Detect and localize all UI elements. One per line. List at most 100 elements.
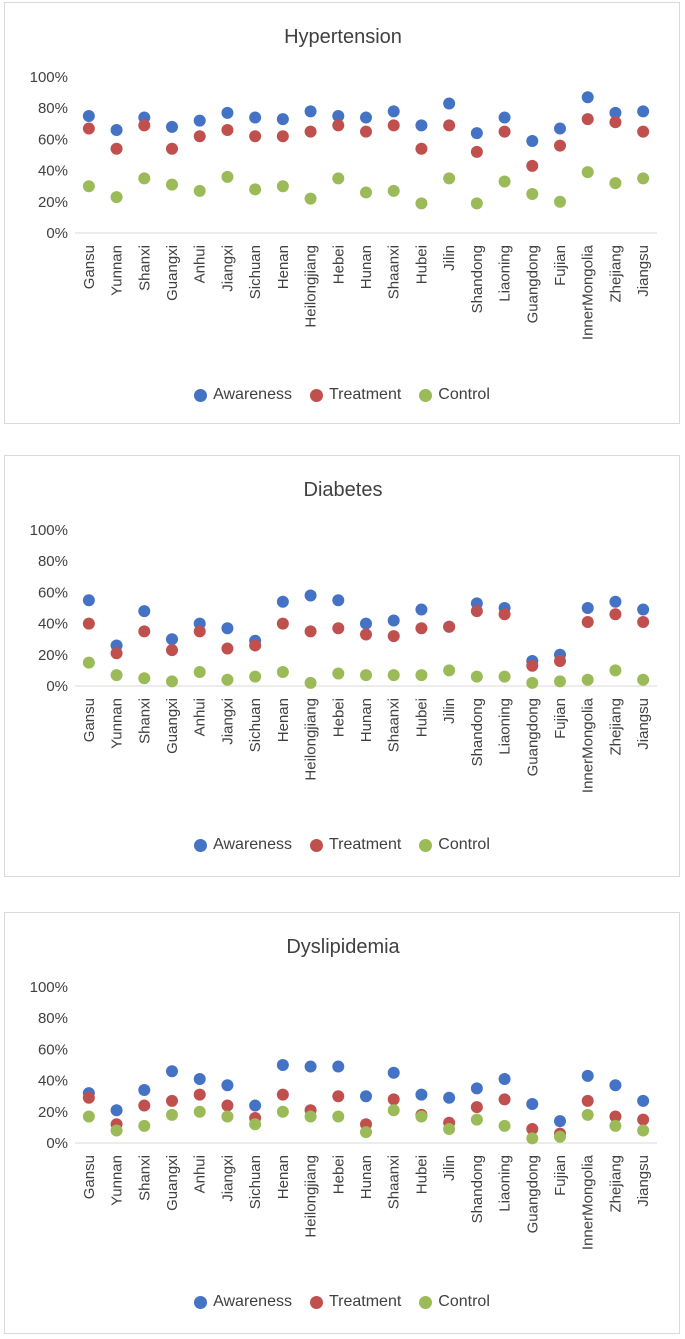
data-point-awareness <box>387 1066 400 1079</box>
data-point-treatment <box>415 622 428 635</box>
legend-control: Control <box>419 1293 490 1311</box>
data-point-awareness <box>166 1065 178 1078</box>
legend-awareness-label: Awareness <box>213 836 292 853</box>
data-point-control <box>82 656 95 669</box>
data-point-awareness <box>470 127 483 140</box>
diabetes-legend: Awareness Treatment Control <box>5 836 679 854</box>
y-tick-label: 40% <box>38 163 68 180</box>
dyslipidemia-chart-panel: Dyslipidemia 0% 20% 40% 60% 80% 100% Gansu Yunna… <box>4 912 680 1334</box>
x-tick-label: Zhejiang <box>607 245 624 303</box>
data-point-awareness <box>581 602 594 614</box>
data-point-treatment <box>581 113 594 126</box>
x-tick-label: Guangdong <box>524 245 541 323</box>
data-point-treatment <box>138 119 151 132</box>
data-point-awareness <box>249 1099 262 1112</box>
x-tick-label: Jilin <box>441 698 458 724</box>
data-point-awareness <box>609 106 622 119</box>
data-point-treatment <box>387 119 400 132</box>
data-point-awareness <box>221 106 234 119</box>
x-tick-label: Jilin <box>441 245 458 271</box>
data-point-treatment <box>193 1088 206 1101</box>
data-point-awareness <box>332 110 345 122</box>
data-point-control <box>415 669 428 682</box>
x-tick-label: Jilin <box>441 1155 458 1181</box>
y-tick-label: 40% <box>38 616 68 633</box>
x-tick-label: Anhui <box>192 698 209 736</box>
x-tick-label: Shanxi <box>136 1155 153 1201</box>
legend-treatment: Treatment <box>309 836 402 854</box>
data-point-awareness <box>387 105 400 118</box>
legend-treatment-label: Treatment <box>328 836 402 853</box>
x-tick-label: InnerMongolia <box>580 1154 597 1250</box>
data-point-control <box>637 172 650 185</box>
data-point-treatment <box>166 142 178 155</box>
data-point-control <box>110 1124 123 1137</box>
x-tick-label: Hebei <box>330 698 347 737</box>
data-point-treatment <box>581 616 594 629</box>
x-tick-label: Heilongjiang <box>303 698 320 781</box>
data-point-treatment <box>637 1113 650 1126</box>
data-point-treatment <box>166 644 178 657</box>
data-point-control <box>249 670 262 683</box>
data-point-control <box>554 675 566 688</box>
data-point-treatment <box>193 130 206 143</box>
data-point-awareness <box>581 1069 594 1082</box>
x-tick-label: Gansu <box>81 698 98 742</box>
x-tick-label: Hubei <box>413 1155 430 1194</box>
y-tick-label: 40% <box>38 1073 68 1090</box>
data-point-treatment <box>138 625 151 638</box>
data-point-control <box>443 1122 456 1135</box>
data-point-control <box>526 1132 539 1145</box>
data-point-treatment <box>554 139 566 152</box>
data-point-control <box>415 1110 428 1123</box>
y-tick-label: 20% <box>38 194 68 211</box>
data-point-control <box>554 195 566 208</box>
data-point-control <box>166 1108 178 1121</box>
data-point-awareness <box>443 97 456 110</box>
data-point-awareness <box>387 614 400 627</box>
data-point-treatment <box>470 1101 483 1114</box>
x-tick-label: Zhejiang <box>607 1155 624 1213</box>
data-point-control <box>249 1118 262 1131</box>
data-point-treatment <box>498 125 511 138</box>
legend-treatment-label: Treatment <box>328 386 402 403</box>
data-point-control <box>443 172 456 185</box>
data-point-treatment <box>82 122 95 135</box>
legend-awareness: Awareness <box>194 1293 292 1311</box>
x-tick-label: Liaoning <box>497 698 514 755</box>
chart-title: Dyslipidemia <box>286 936 400 958</box>
data-point-control <box>526 676 539 689</box>
x-tick-label: Shandong <box>469 1155 486 1223</box>
hypertension-chart-panel: Hypertension 0% 20% 40% 60% 80% 100% Gansu Yunna… <box>4 2 680 424</box>
data-point-treatment <box>387 1093 400 1106</box>
legend-awareness-marker <box>194 388 208 402</box>
data-point-awareness <box>276 113 289 126</box>
data-point-treatment <box>609 1110 622 1123</box>
x-tick-label: Anhui <box>192 1155 209 1193</box>
legend-control-label: Control <box>438 836 490 853</box>
data-point-treatment <box>276 130 289 143</box>
x-tick-label: Hubei <box>413 698 430 737</box>
data-point-control <box>554 1130 566 1143</box>
data-point-control <box>637 1124 650 1137</box>
data-point-awareness <box>415 1088 428 1101</box>
data-point-control <box>249 183 262 196</box>
y-tick-label: 60% <box>38 584 68 601</box>
data-point-control <box>332 667 345 680</box>
x-tick-label: InnerMongolia <box>580 244 597 340</box>
data-point-treatment <box>637 616 650 629</box>
data-point-control <box>443 664 456 677</box>
y-tick-label: 20% <box>38 647 68 664</box>
data-point-treatment <box>526 1122 539 1135</box>
x-tick-label: Guangdong <box>524 698 541 776</box>
legend-treatment: Treatment <box>309 386 402 404</box>
data-point-treatment <box>221 642 234 655</box>
y-tick-label: 0% <box>46 1135 68 1152</box>
data-point-awareness <box>332 594 345 607</box>
x-tick-label: Heilongjiang <box>303 245 320 328</box>
x-tick-label: Hunan <box>358 1155 375 1199</box>
data-point-control <box>360 669 372 682</box>
data-point-control <box>470 670 483 683</box>
data-point-control <box>360 1126 372 1139</box>
data-point-treatment <box>415 142 428 155</box>
